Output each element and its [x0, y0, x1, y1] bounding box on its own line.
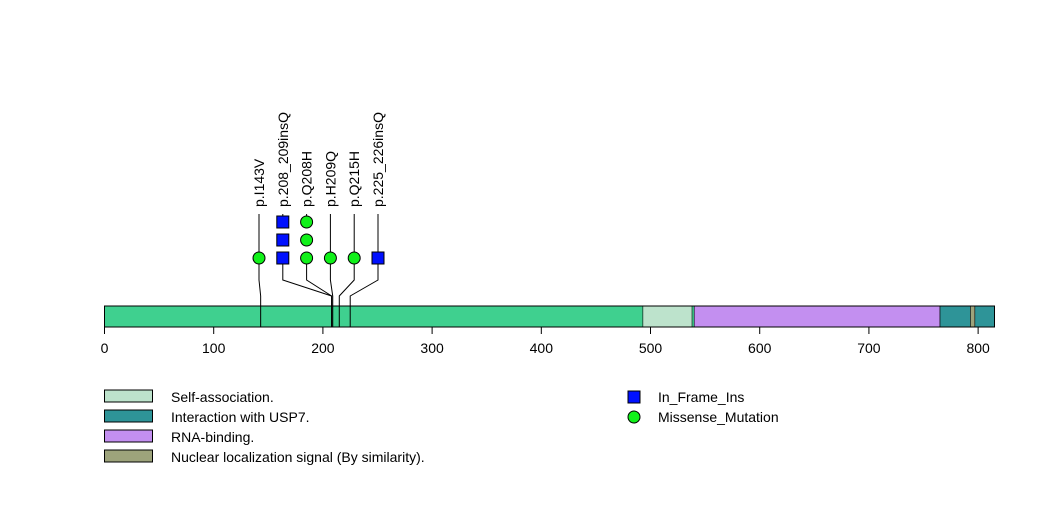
mutation-label: p.Q208H	[299, 151, 315, 207]
mutation-connector	[258, 258, 262, 327]
domain-block-2	[693, 305, 941, 328]
mutation-connectors	[258, 214, 379, 327]
protein-backbone-layer	[104, 305, 995, 328]
domain-legend: Self-association. Interaction with USP7. R…	[104, 389, 425, 465]
domain-legend-label: RNA-binding.	[171, 429, 254, 445]
missense-marker	[347, 251, 361, 265]
in-frame-ins-legend-icon	[627, 390, 641, 404]
domain-block-1	[939, 305, 995, 328]
axis-tick-label: 400	[530, 340, 554, 356]
axis-tick-label: 600	[748, 340, 772, 356]
mutation-connector	[349, 258, 379, 327]
mutation-connector	[306, 258, 333, 327]
mutation-label: p.208_209insQ	[275, 112, 291, 207]
mutation-type-legend-label: In_Frame_Ins	[658, 389, 744, 405]
domain-block-0	[642, 305, 693, 328]
mutation-label: p.H209Q	[322, 151, 338, 207]
in-frame-ins-marker	[276, 251, 290, 265]
missense-marker	[300, 233, 314, 247]
axis-tick-label: 300	[420, 340, 444, 356]
axis-tick-label: 100	[202, 340, 226, 356]
axis-tick-label: 0	[101, 340, 109, 356]
domain-legend-swatch	[104, 389, 153, 403]
mutation-connector	[329, 258, 334, 327]
mutation-label: p.I143V	[251, 158, 267, 207]
mutation-labels: p.I143V p.208_209insQ p.Q208H p.H209Q p.Q215…	[251, 112, 386, 207]
domain-legend-label: Nuclear localization signal (By similari…	[171, 449, 425, 465]
missense-marker	[300, 251, 314, 265]
in-frame-ins-marker	[371, 251, 385, 265]
axis-tick-label: 800	[966, 340, 990, 356]
axis-tick-label: 200	[311, 340, 335, 356]
in-frame-ins-marker	[276, 215, 290, 229]
mutation-type-legend: In_Frame_Ins Missense_Mutation	[627, 389, 779, 425]
mutation-connector	[338, 258, 355, 327]
missense-marker	[300, 215, 314, 229]
domain-legend-swatch	[104, 429, 153, 443]
domain-legend-swatch	[104, 449, 153, 463]
in-frame-ins-marker	[276, 233, 290, 247]
mutation-markers	[252, 215, 385, 265]
mutation-type-legend-label: Missense_Mutation	[658, 409, 779, 425]
mutation-label: p.225_226insQ	[370, 112, 386, 207]
missense-legend-icon	[627, 410, 641, 424]
axis-tick-label: 700	[857, 340, 881, 356]
missense-marker	[252, 251, 266, 265]
x-axis: 0 100 200 300 400 500 600 700 800	[101, 326, 990, 356]
domain-block-3	[970, 305, 976, 328]
domain-legend-swatch	[104, 409, 153, 423]
mutation-label: p.Q215H	[346, 151, 362, 207]
domain-legend-label: Self-association.	[171, 389, 274, 405]
domain-legend-label: Interaction with USP7.	[171, 409, 310, 425]
axis-tick-label: 500	[639, 340, 663, 356]
missense-marker	[323, 251, 337, 265]
